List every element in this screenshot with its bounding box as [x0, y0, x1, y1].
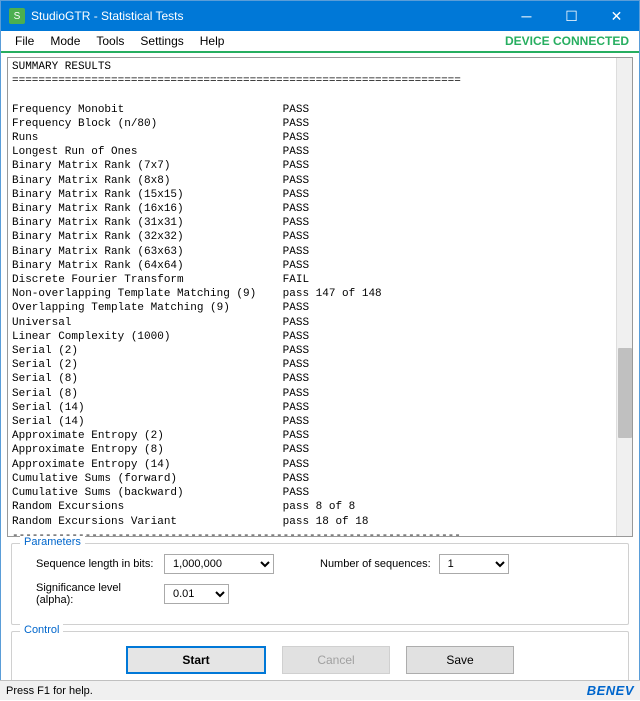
titlebar: S StudioGTR - Statistical Tests ─ ☐ ✕	[1, 1, 639, 31]
scroll-thumb[interactable]	[618, 348, 632, 438]
menubar: File Mode Tools Settings Help DEVICE CON…	[1, 31, 639, 53]
results-box: SUMMARY RESULTS ========================…	[7, 57, 633, 537]
maximize-button[interactable]: ☐	[549, 1, 594, 31]
num-seq-label: Number of sequences:	[320, 558, 431, 570]
status-help-text: Press F1 for help.	[6, 685, 93, 697]
parameters-group: Parameters Sequence length in bits: 1,00…	[11, 543, 629, 625]
cancel-button: Cancel	[282, 646, 390, 674]
seq-length-label: Sequence length in bits:	[26, 558, 156, 570]
window-title: StudioGTR - Statistical Tests	[31, 9, 504, 23]
menu-file[interactable]: File	[7, 32, 42, 50]
minimize-button[interactable]: ─	[504, 1, 549, 31]
results-text: SUMMARY RESULTS ========================…	[8, 58, 616, 536]
parameters-legend: Parameters	[20, 536, 85, 548]
save-button[interactable]: Save	[406, 646, 514, 674]
alpha-label: Significance level (alpha):	[26, 582, 156, 606]
app-icon: S	[9, 8, 25, 24]
statusbar: Press F1 for help. BENEV	[0, 680, 640, 700]
alpha-select[interactable]: 0.01	[164, 584, 229, 604]
control-legend: Control	[20, 624, 63, 636]
start-button[interactable]: Start	[126, 646, 266, 674]
num-seq-select[interactable]: 1	[439, 554, 509, 574]
menu-help[interactable]: Help	[192, 32, 233, 50]
content-area: SUMMARY RESULTS ========================…	[1, 53, 639, 701]
menu-settings[interactable]: Settings	[132, 32, 191, 50]
scrollbar[interactable]	[616, 58, 632, 536]
menu-tools[interactable]: Tools	[88, 32, 132, 50]
device-status: DEVICE CONNECTED	[505, 34, 633, 48]
close-button[interactable]: ✕	[594, 1, 639, 31]
window-buttons: ─ ☐ ✕	[504, 1, 639, 31]
seq-length-select[interactable]: 1,000,000	[164, 554, 274, 574]
menu-mode[interactable]: Mode	[42, 32, 88, 50]
brand-label: BENEV	[587, 683, 634, 698]
